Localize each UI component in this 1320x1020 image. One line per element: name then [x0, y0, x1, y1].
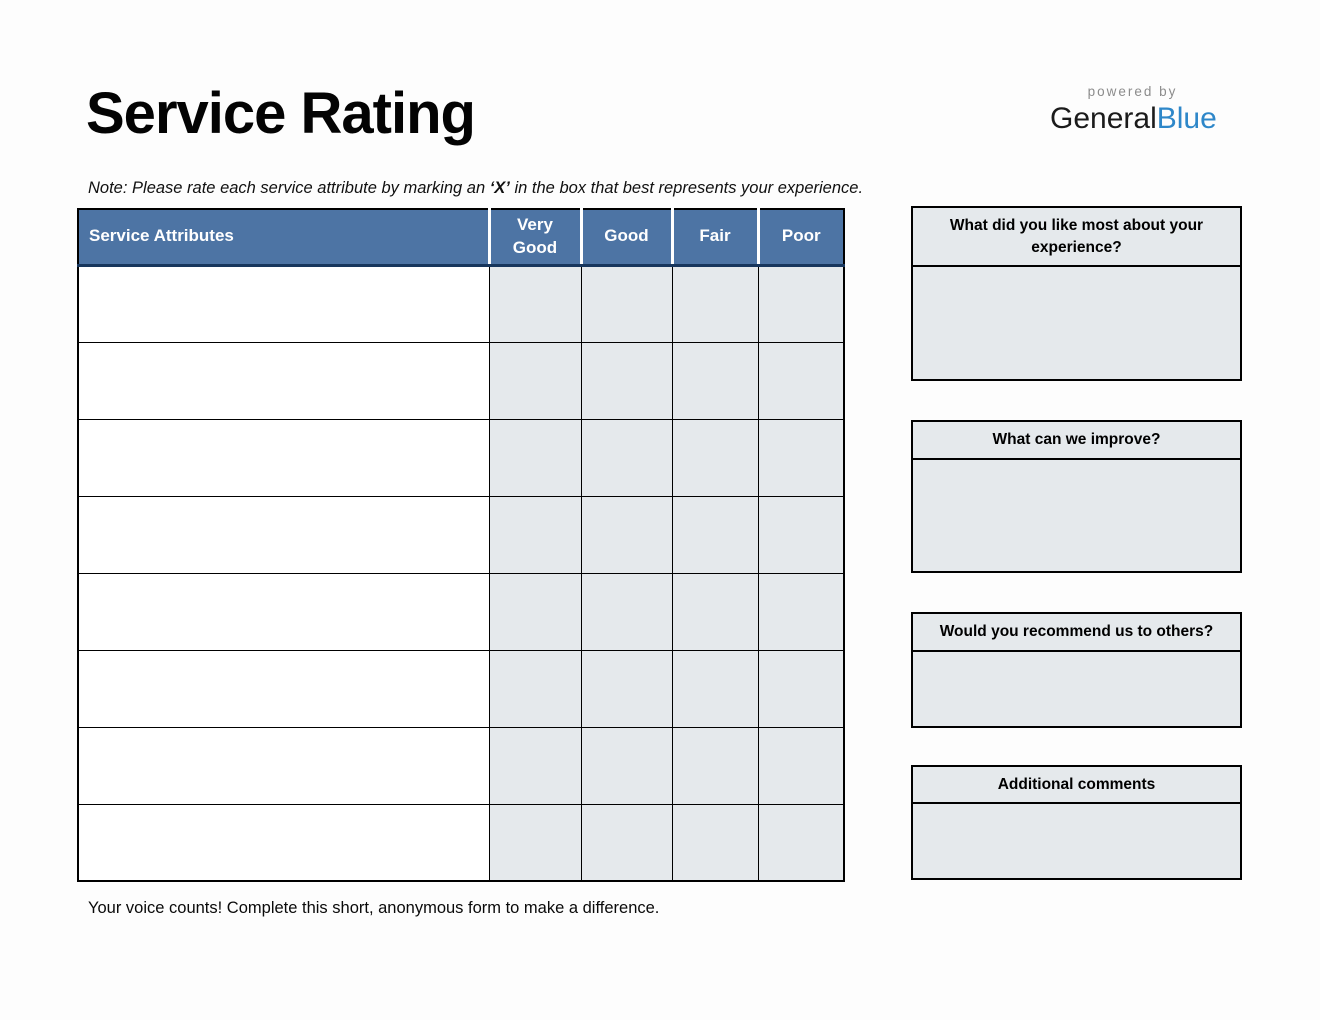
- rating-cell[interactable]: [671, 803, 759, 882]
- rating-cell[interactable]: [671, 341, 759, 420]
- table-row: [77, 803, 845, 882]
- brand-name-blue: Blue: [1156, 101, 1217, 135]
- instruction-note-prefix: Note: Please rate each service attribute…: [88, 179, 490, 197]
- rating-cell[interactable]: [671, 264, 759, 343]
- rating-cell[interactable]: [757, 726, 845, 805]
- side-box-like-most: What did you like most about your experi…: [911, 206, 1242, 381]
- table-row: [77, 264, 845, 343]
- rating-cell[interactable]: [580, 264, 673, 343]
- table-row: [77, 495, 845, 574]
- brand-name: GeneralBlue: [1050, 102, 1217, 135]
- rating-cell[interactable]: [488, 418, 582, 497]
- rating-cell[interactable]: [671, 572, 759, 651]
- rating-cell[interactable]: [671, 418, 759, 497]
- side-box-improve: What can we improve?: [911, 420, 1242, 573]
- rating-cell[interactable]: [757, 264, 845, 343]
- footer-note: Your voice counts! Complete this short, …: [88, 899, 660, 917]
- rating-cell[interactable]: [757, 341, 845, 420]
- brand-logo: powered by GeneralBlue: [1050, 84, 1217, 135]
- side-box-comments: Additional comments: [911, 765, 1242, 880]
- attribute-cell[interactable]: [77, 341, 490, 420]
- rating-cell[interactable]: [757, 495, 845, 574]
- rating-cell[interactable]: [757, 649, 845, 728]
- rating-cell[interactable]: [580, 803, 673, 882]
- rating-cell[interactable]: [580, 341, 673, 420]
- attribute-cell[interactable]: [77, 726, 490, 805]
- column-header-service-attributes: Service Attributes: [78, 209, 489, 267]
- rating-cell[interactable]: [580, 572, 673, 651]
- rating-cell[interactable]: [488, 264, 582, 343]
- side-box-comments-input-area[interactable]: [913, 804, 1240, 878]
- rating-cell[interactable]: [488, 649, 582, 728]
- rating-cell[interactable]: [580, 495, 673, 574]
- side-box-like-most-title: What did you like most about your experi…: [913, 208, 1240, 267]
- attribute-cell[interactable]: [77, 264, 490, 343]
- instruction-note-x-mark: ‘X’: [489, 179, 510, 197]
- table-row: [77, 418, 845, 497]
- table-row: [77, 649, 845, 728]
- attribute-cell[interactable]: [77, 418, 490, 497]
- rating-cell[interactable]: [671, 495, 759, 574]
- rating-cell[interactable]: [488, 495, 582, 574]
- instruction-note-suffix: in the box that best represents your exp…: [509, 179, 864, 197]
- side-box-like-most-input-area[interactable]: [913, 267, 1240, 379]
- table-row: [77, 726, 845, 805]
- attribute-cell[interactable]: [77, 803, 490, 882]
- rating-cell[interactable]: [671, 649, 759, 728]
- column-header-fair: Fair: [670, 209, 758, 267]
- table-header-row: Service Attributes Very Good Good Fair P…: [78, 209, 844, 267]
- rating-cell[interactable]: [580, 726, 673, 805]
- brand-name-general: General: [1050, 101, 1157, 135]
- page-title: Service Rating: [86, 81, 476, 146]
- service-rating-table: Service Attributes Very Good Good Fair P…: [77, 208, 845, 882]
- rating-cell[interactable]: [488, 803, 582, 882]
- table-row: [77, 572, 845, 651]
- side-box-recommend: Would you recommend us to others?: [911, 612, 1242, 728]
- side-box-recommend-input-area[interactable]: [913, 652, 1240, 726]
- side-box-improve-title: What can we improve?: [913, 422, 1240, 460]
- column-header-very-good: Very Good: [487, 209, 581, 267]
- rating-cell[interactable]: [580, 418, 673, 497]
- column-header-good: Good: [579, 209, 672, 267]
- side-box-comments-title: Additional comments: [913, 767, 1240, 804]
- attribute-cell[interactable]: [77, 572, 490, 651]
- rating-cell[interactable]: [488, 572, 582, 651]
- rating-cell[interactable]: [671, 726, 759, 805]
- side-box-improve-input-area[interactable]: [913, 460, 1240, 571]
- column-header-poor: Poor: [756, 209, 844, 267]
- attribute-cell[interactable]: [77, 649, 490, 728]
- table-body: [77, 264, 845, 882]
- rating-cell[interactable]: [580, 649, 673, 728]
- rating-cell[interactable]: [757, 803, 845, 882]
- table-header: Service Attributes Very Good Good Fair P…: [78, 209, 844, 267]
- table-row: [77, 341, 845, 420]
- rating-cell[interactable]: [757, 572, 845, 651]
- rating-cell[interactable]: [757, 418, 845, 497]
- side-box-recommend-title: Would you recommend us to others?: [913, 614, 1240, 652]
- rating-cell[interactable]: [488, 726, 582, 805]
- attribute-cell[interactable]: [77, 495, 490, 574]
- powered-by-label: powered by: [1087, 84, 1178, 99]
- instruction-note: Note: Please rate each service attribute…: [88, 179, 863, 198]
- rating-cell[interactable]: [488, 341, 582, 420]
